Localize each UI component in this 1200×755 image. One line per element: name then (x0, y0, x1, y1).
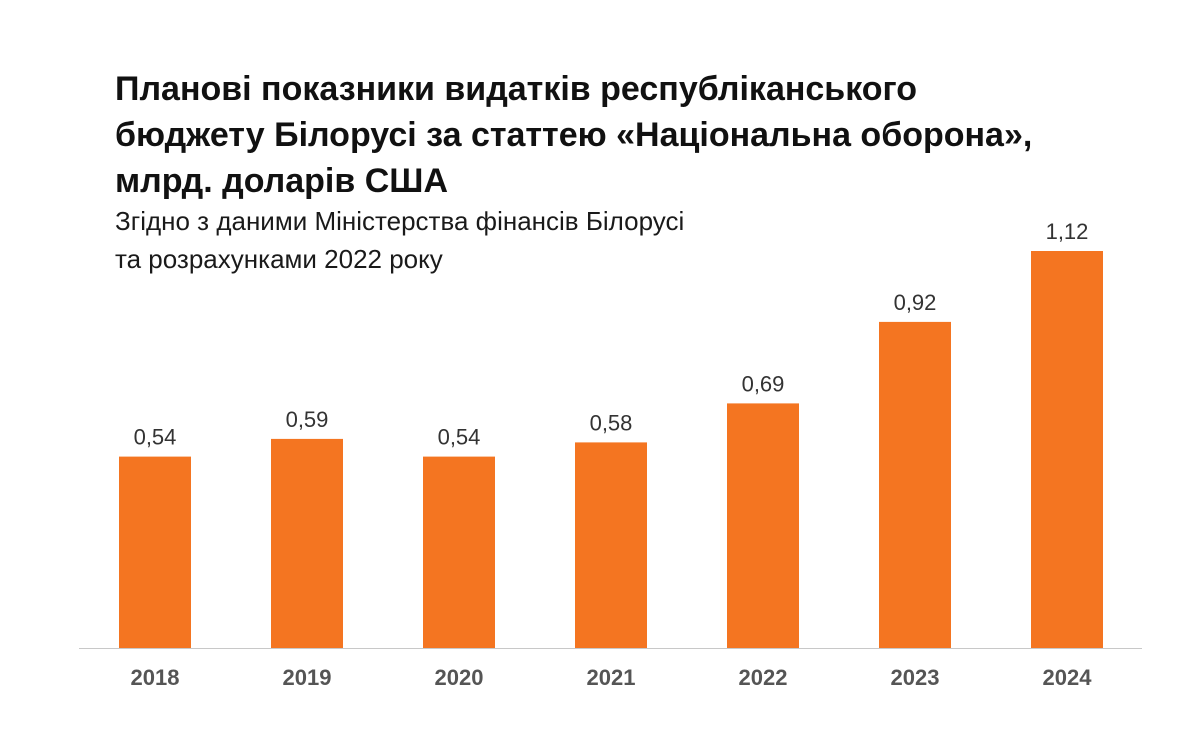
bars-group (119, 251, 1103, 648)
value-label-2020: 0,54 (438, 425, 481, 450)
chart-title: Планові показники видатків республікансь… (115, 70, 1033, 200)
bar-2023 (879, 321, 951, 648)
x-tick-label-2019: 2019 (283, 665, 332, 690)
value-label-2019: 0,59 (286, 407, 329, 432)
x-tick-label-2023: 2023 (891, 665, 940, 690)
bar-2022 (727, 403, 799, 648)
bar-2019 (271, 438, 343, 648)
x-tick-label-2020: 2020 (435, 665, 484, 690)
value-label-2023: 0,92 (894, 290, 937, 315)
value-labels-group: 0,54 0,59 0,54 0,58 0,69 0,92 1,12 (134, 219, 1089, 450)
value-label-2022: 0,69 (742, 371, 785, 396)
x-tick-label-2018: 2018 (131, 665, 180, 690)
chart-subtitle: Згідно з даними Міністерства фінансів Бі… (115, 206, 685, 274)
x-tick-labels-group: 2018 2019 2020 2021 2022 2023 2024 (131, 665, 1093, 690)
x-tick-label-2021: 2021 (587, 665, 636, 690)
x-tick-label-2024: 2024 (1043, 665, 1093, 690)
value-label-2024: 1,12 (1046, 219, 1089, 244)
x-tick-label-2022: 2022 (739, 665, 788, 690)
bar-2020 (423, 456, 495, 648)
bar-2024 (1031, 251, 1103, 648)
value-label-2021: 0,58 (590, 410, 633, 435)
bar-2021 (575, 442, 647, 648)
value-label-2018: 0,54 (134, 425, 177, 450)
bar-2018 (119, 456, 191, 648)
